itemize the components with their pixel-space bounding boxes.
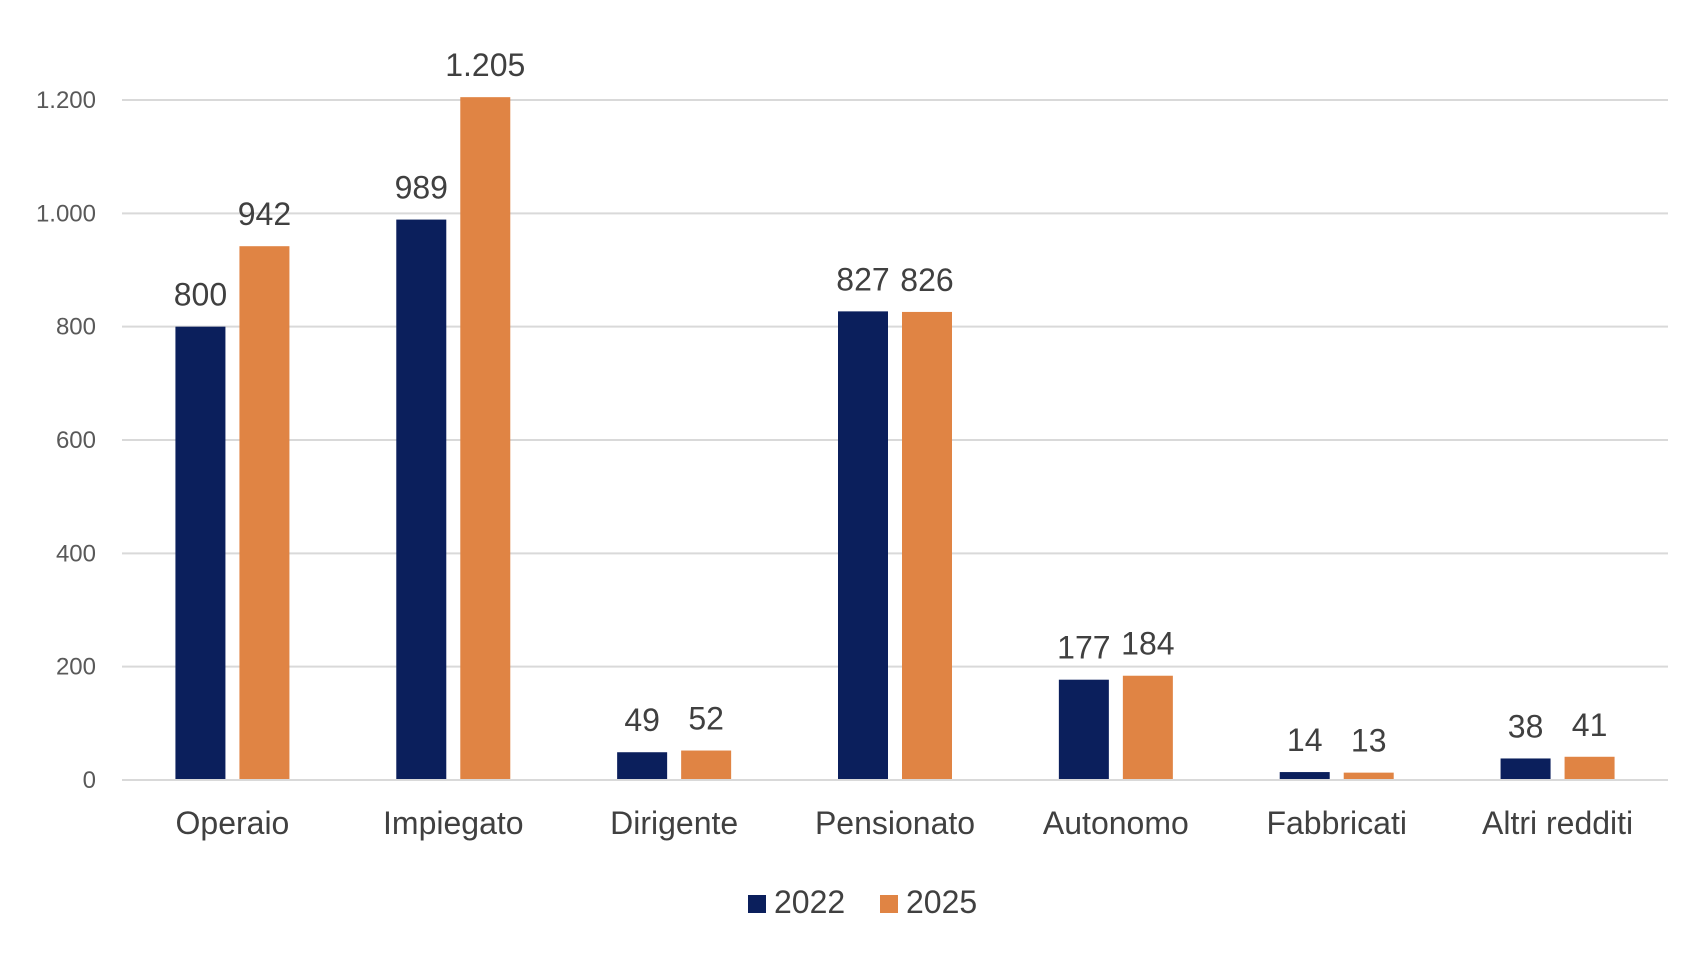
y-tick-label: 1.200 bbox=[36, 87, 96, 114]
y-tick-label: 200 bbox=[56, 654, 96, 681]
x-category-label: Altri redditi bbox=[1482, 805, 1633, 841]
bar-2025-operaio bbox=[239, 246, 290, 780]
x-category-label: Pensionato bbox=[815, 805, 975, 841]
data-label: 13 bbox=[1351, 723, 1387, 759]
data-label: 49 bbox=[624, 702, 660, 738]
bar-2022-operaio bbox=[175, 326, 226, 780]
y-tick-label: 1.000 bbox=[36, 200, 96, 227]
x-category-label: Impiegato bbox=[383, 805, 524, 841]
x-category-label: Autonomo bbox=[1043, 805, 1189, 841]
bar-2022-altri-redditi bbox=[1500, 758, 1551, 780]
data-label: 52 bbox=[688, 701, 724, 737]
bar-2022-autonomo bbox=[1058, 679, 1109, 780]
data-label: 800 bbox=[174, 277, 227, 313]
data-labels: 800 942 989 1.205 49 52 827 826 177 184 14 13 38 41 bbox=[174, 47, 1608, 758]
legend-label-2022: 2022 bbox=[774, 884, 845, 920]
data-label: 827 bbox=[836, 261, 889, 297]
legend-label-2025: 2025 bbox=[906, 884, 977, 920]
x-category-label: Dirigente bbox=[610, 805, 738, 841]
bar-2025-fabbricati bbox=[1343, 772, 1394, 780]
bar-2025-impiegato bbox=[460, 97, 511, 780]
y-axis-tick-labels: 0 200 400 600 800 1.000 1.200 bbox=[36, 87, 96, 794]
bar-2025-pensionato bbox=[902, 311, 952, 780]
legend-swatch-2022 bbox=[748, 895, 766, 913]
data-label: 942 bbox=[238, 196, 291, 232]
bar-2022-dirigente bbox=[617, 752, 668, 780]
bar-2025-autonomo bbox=[1122, 675, 1173, 780]
y-tick-label: 400 bbox=[56, 540, 96, 567]
bar-2022-fabbricati bbox=[1279, 772, 1330, 780]
y-tick-label: 800 bbox=[56, 314, 96, 341]
data-label: 41 bbox=[1572, 707, 1608, 743]
bar-2022-impiegato bbox=[396, 219, 447, 781]
data-label: 14 bbox=[1287, 722, 1323, 758]
legend-swatch-2025 bbox=[880, 895, 898, 913]
x-category-label: Fabbricati bbox=[1266, 805, 1407, 841]
legend: 2022 2025 bbox=[748, 884, 977, 920]
y-tick-label: 0 bbox=[83, 767, 96, 794]
data-label: 1.205 bbox=[445, 47, 525, 83]
x-category-label: Operaio bbox=[176, 805, 290, 841]
bars bbox=[175, 97, 1615, 781]
y-tick-label: 600 bbox=[56, 427, 96, 454]
gridlines bbox=[122, 99, 1668, 668]
data-label: 826 bbox=[900, 262, 953, 298]
bar-2022-pensionato bbox=[838, 311, 888, 780]
bar-2025-altri-redditi bbox=[1564, 756, 1615, 780]
data-label: 177 bbox=[1057, 630, 1110, 666]
data-label: 38 bbox=[1508, 708, 1544, 744]
data-label: 184 bbox=[1121, 626, 1174, 662]
x-axis-category-labels: Operaio Impiegato Dirigente Pensionato Auton… bbox=[176, 805, 1634, 841]
bar-2025-dirigente bbox=[681, 750, 732, 780]
data-label: 989 bbox=[395, 170, 448, 206]
